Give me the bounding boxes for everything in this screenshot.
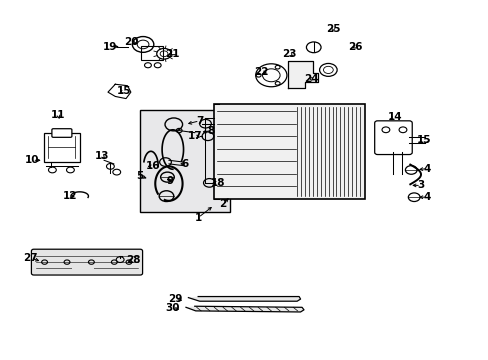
FancyBboxPatch shape	[31, 249, 142, 275]
Text: 1: 1	[194, 213, 202, 222]
Text: 16: 16	[145, 161, 160, 171]
Text: 25: 25	[325, 24, 340, 34]
Text: 15: 15	[416, 135, 430, 145]
Text: 30: 30	[165, 303, 179, 314]
Text: 15: 15	[116, 86, 131, 96]
Text: 4: 4	[423, 163, 430, 174]
Polygon shape	[288, 61, 317, 88]
Text: 14: 14	[386, 112, 401, 122]
Bar	[72, 264, 94, 273]
Text: 5: 5	[136, 171, 143, 181]
FancyBboxPatch shape	[43, 133, 80, 162]
Text: 3: 3	[417, 180, 424, 190]
Text: 20: 20	[124, 37, 138, 47]
Polygon shape	[188, 297, 300, 301]
Text: 24: 24	[304, 74, 319, 84]
Bar	[140, 110, 229, 212]
Text: 19: 19	[103, 42, 117, 51]
Bar	[141, 46, 162, 59]
Text: 10: 10	[25, 155, 40, 165]
Text: 22: 22	[254, 67, 268, 77]
Text: 6: 6	[181, 159, 188, 169]
Text: 28: 28	[126, 255, 140, 265]
FancyBboxPatch shape	[374, 121, 411, 154]
Text: 13: 13	[95, 150, 109, 161]
Text: 21: 21	[165, 49, 179, 59]
FancyBboxPatch shape	[52, 129, 72, 137]
Polygon shape	[185, 306, 304, 312]
Text: 12: 12	[62, 191, 77, 201]
Bar	[214, 104, 365, 199]
Text: 29: 29	[168, 294, 182, 304]
Text: 7: 7	[196, 116, 203, 126]
Text: 26: 26	[348, 42, 362, 51]
Text: 23: 23	[282, 49, 296, 59]
Text: 2: 2	[219, 199, 226, 210]
Text: 27: 27	[23, 253, 38, 263]
Text: 17: 17	[187, 131, 202, 141]
Text: 11: 11	[51, 110, 65, 120]
Text: 4: 4	[423, 192, 430, 202]
Text: 9: 9	[166, 176, 174, 186]
Text: 8: 8	[207, 126, 215, 135]
Text: 18: 18	[210, 178, 224, 188]
